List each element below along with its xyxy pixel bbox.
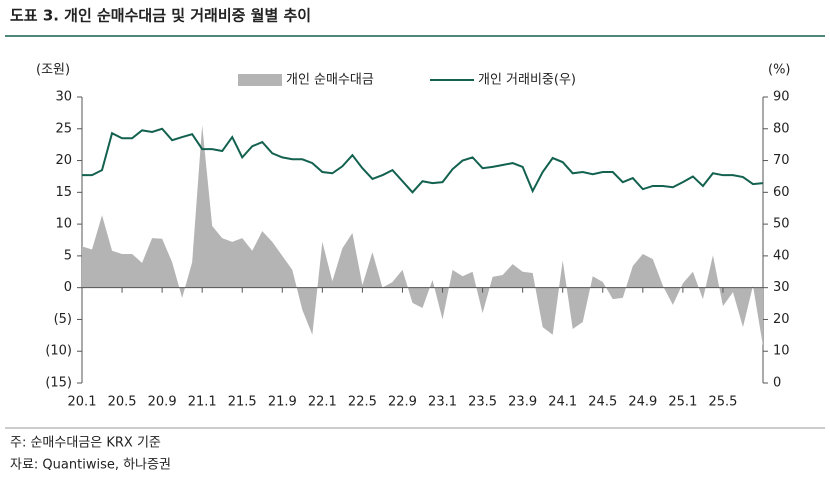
y-tick-label: 30	[55, 90, 72, 105]
y-axis-label: (조원)	[36, 63, 70, 78]
x-tick-label: 22.1	[308, 395, 337, 410]
y2-tick-label: 0	[773, 376, 781, 391]
x-tick-label: 20.9	[148, 395, 177, 410]
note: 자료: Quantiwise, 하나증권	[10, 458, 171, 473]
y-tick-label: (5)	[54, 312, 72, 327]
x-tick-label: 23.1	[428, 395, 457, 410]
legend-swatch	[238, 74, 282, 86]
y-tick-label: 15	[55, 185, 72, 200]
y2-tick-label: 30	[773, 280, 790, 295]
x-tick-label: 22.9	[388, 395, 417, 410]
y2-tick-label: 90	[773, 90, 790, 105]
y-tick-label: 0	[64, 280, 72, 295]
x-tick-label: 24.1	[548, 395, 577, 410]
y2-tick-label: 80	[773, 121, 790, 136]
chart-title: 도표 3. 개인 순매수대금 및 거래비중 월별 추이	[10, 7, 311, 25]
y-tick-label: 20	[55, 153, 72, 168]
x-tick-label: 21.9	[268, 395, 297, 410]
y2-tick-label: 40	[773, 248, 790, 263]
x-tick-label: 20.5	[108, 395, 137, 410]
x-tick-label: 23.9	[508, 395, 537, 410]
y2-tick-label: 70	[773, 153, 790, 168]
y-tick-label: 10	[55, 217, 72, 232]
legend-label: 개인 거래비중(우)	[478, 73, 576, 88]
x-tick-label: 20.1	[68, 395, 97, 410]
x-tick-label: 21.1	[188, 395, 217, 410]
x-tick-label: 25.1	[668, 395, 697, 410]
y-tick-label: (10)	[45, 344, 72, 359]
x-tick-label: 24.5	[588, 395, 617, 410]
x-tick-label: 21.5	[228, 395, 257, 410]
legend-label: 개인 순매수대금	[286, 73, 374, 88]
y2-tick-label: 50	[773, 217, 790, 232]
x-tick-label: 24.9	[628, 395, 657, 410]
x-tick-label: 25.5	[708, 395, 737, 410]
area	[82, 124, 763, 347]
y-tick-label: (15)	[45, 376, 72, 391]
y-tick-label: 5	[64, 248, 72, 263]
x-tick-label: 23.5	[468, 395, 497, 410]
y-tick-label: 25	[55, 121, 72, 136]
y2-tick-label: 20	[773, 312, 790, 327]
line	[82, 127, 764, 194]
x-tick-label: 22.5	[348, 395, 377, 410]
note: 주: 순매수대금은 KRX 기준	[10, 436, 161, 451]
y2-axis-label: (%)	[768, 63, 791, 78]
y2-tick-label: 60	[773, 185, 790, 200]
y2-tick-label: 10	[773, 344, 790, 359]
